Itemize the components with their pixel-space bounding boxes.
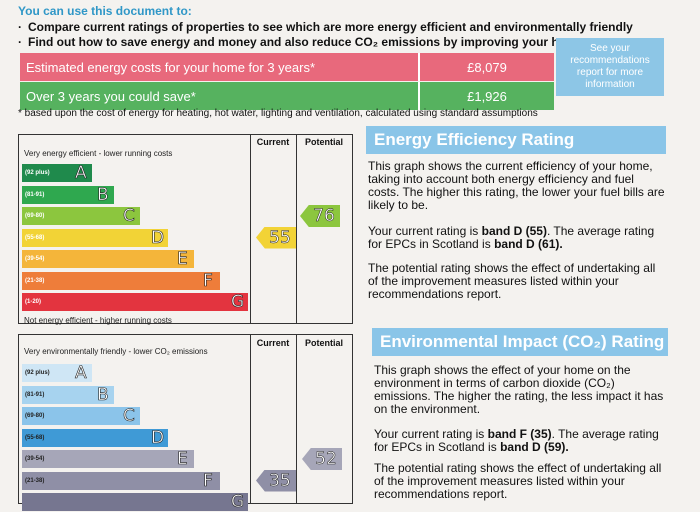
rating-band-b (22, 185, 114, 204)
rating-band-d (22, 428, 168, 447)
energy-bottom-caption: Not energy efficient - higher running co… (24, 316, 172, 325)
band-letter: A (75, 363, 87, 384)
environmental-impact-heading: Environmental Impact (CO₂) Rating (372, 328, 668, 356)
band-range-label: (69-80) (25, 213, 45, 219)
environmental-impact-para-1: This graph shows the effect of your home… (374, 363, 664, 416)
band-range-label: (55-68) (25, 234, 45, 241)
energy-efficiency-para-2: Your current rating is band D (55). The … (368, 224, 655, 251)
rating-band-e (22, 450, 194, 468)
intro-title: You can use this document to: (18, 4, 192, 18)
current-column-header: Current (256, 338, 290, 348)
rating-band-d (22, 228, 168, 247)
potential-rating-arrow: 76 (300, 205, 340, 227)
see-report-note: See your recommendations report for more… (556, 38, 664, 96)
band-range-label: (1-20) (25, 299, 42, 305)
current-column-header: Current (256, 137, 290, 147)
environmental-impact-para-3: The potential rating shows the effect of… (374, 461, 662, 501)
band-range-label: (39-54) (25, 456, 45, 462)
potential-column-header: Potential (304, 137, 343, 147)
energy-efficiency-para-1: This graph shows the current efficiency … (368, 159, 665, 212)
costs-footnote: * based upon the cost of energy for heat… (18, 108, 538, 119)
rating-band-g (22, 493, 248, 511)
rating-band-g (22, 293, 248, 311)
savings-value: £1,926 (418, 82, 554, 110)
band-letter: F (203, 270, 213, 291)
estimated-costs-label: Estimated energy costs for your home for… (20, 53, 418, 81)
band-letter: B (97, 384, 109, 405)
band-letter: G (231, 492, 245, 512)
rating-band-c (22, 407, 140, 425)
rating-band-a (22, 164, 92, 182)
savings-label: Over 3 years you could save* (20, 82, 418, 110)
band-letter: D (151, 227, 165, 248)
band-range-label: (81-91) (25, 191, 45, 198)
band-letter: D (151, 427, 165, 448)
estimated-costs-value: £8,079 (418, 53, 554, 81)
energy-efficiency-chart (18, 134, 353, 324)
energy-top-caption: Very energy efficient - lower running co… (24, 149, 173, 158)
current-rating-arrow: 55 (256, 226, 296, 249)
rating-band-f (22, 271, 220, 290)
band-letter: F (203, 470, 213, 491)
band-range-label: (81-91) (25, 391, 45, 398)
current-rating-arrow: 35 (256, 469, 296, 492)
band-letter: B (97, 184, 109, 205)
band-letter: E (177, 249, 188, 270)
band-range-label: (55-68) (25, 434, 45, 441)
band-letter: C (123, 206, 135, 227)
potential-column-header: Potential (304, 338, 343, 348)
env-top-caption: Very environmentally friendly - lower CO… (24, 347, 208, 356)
rating-band-b (22, 385, 114, 404)
intro-bullet: · Find out how to save energy and money a… (18, 35, 584, 49)
rating-band-f (22, 471, 220, 490)
potential-rating-arrow: 52 (302, 448, 342, 470)
rating-band-c (22, 207, 140, 225)
band-letter: G (231, 292, 245, 313)
environmental-impact-para-2: Your current rating is band F (35). The … (374, 427, 659, 454)
band-range-label: (21-38) (25, 477, 45, 484)
energy-efficiency-para-3: The potential rating shows the effect of… (368, 261, 656, 301)
rating-band-a (22, 364, 92, 382)
rating-band-e (22, 250, 194, 268)
energy-efficiency-heading: Energy Efficiency Rating (366, 126, 666, 154)
band-range-label: (92 plus) (25, 170, 50, 176)
band-range-label: (92 plus) (25, 370, 50, 376)
intro-bullet: · Compare current ratings of properties t… (18, 20, 633, 34)
band-letter: A (75, 163, 87, 184)
band-range-label: (39-54) (25, 256, 45, 262)
band-letter: C (123, 406, 135, 427)
band-range-label: (69-80) (25, 413, 45, 419)
band-letter: E (177, 449, 188, 470)
band-range-label: (21-38) (25, 277, 45, 284)
